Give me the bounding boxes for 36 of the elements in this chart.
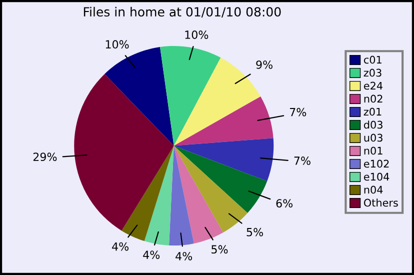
pie-slice (174, 138, 274, 182)
pie-slice (169, 146, 194, 246)
pie-slice (122, 146, 174, 242)
legend-label: Others (364, 198, 398, 207)
data-label: 10% (106, 40, 129, 49)
data-label: 7% (294, 156, 310, 165)
data-label: 4% (112, 242, 129, 251)
legend-label: e104 (364, 172, 390, 181)
data-label: 5% (212, 245, 228, 254)
legend-label: n04 (364, 186, 383, 194)
pie-slice (174, 146, 248, 232)
data-label: 10% (185, 30, 208, 39)
data-label: 7% (290, 108, 306, 116)
pie-slice (104, 46, 174, 146)
pie-slice (74, 74, 174, 231)
pie-slice (174, 146, 224, 244)
legend-label: c01 (364, 56, 382, 64)
legend-label: z03 (364, 68, 382, 77)
pie-slice (174, 146, 268, 214)
data-label: 4% (176, 252, 192, 260)
data-label: 6% (276, 199, 293, 208)
legend-label: d03 (364, 120, 382, 129)
data-label: 4% (143, 250, 160, 259)
legend-label: e102 (364, 160, 389, 168)
chart-title: Files in home at 01/01/10 08:00 (84, 6, 281, 18)
legend-label: n01 (364, 146, 382, 155)
legend-label: n02 (364, 94, 382, 103)
legend-label: z01 (364, 108, 382, 116)
pie-slice (160, 46, 221, 146)
legend-label: e24 (364, 82, 382, 90)
pie-slice (144, 146, 174, 246)
pie-slice (174, 96, 274, 146)
legend-label: u03 (364, 134, 382, 142)
data-label: 9% (256, 60, 272, 69)
data-label: 29% (33, 152, 57, 162)
data-label: 5% (246, 228, 263, 236)
